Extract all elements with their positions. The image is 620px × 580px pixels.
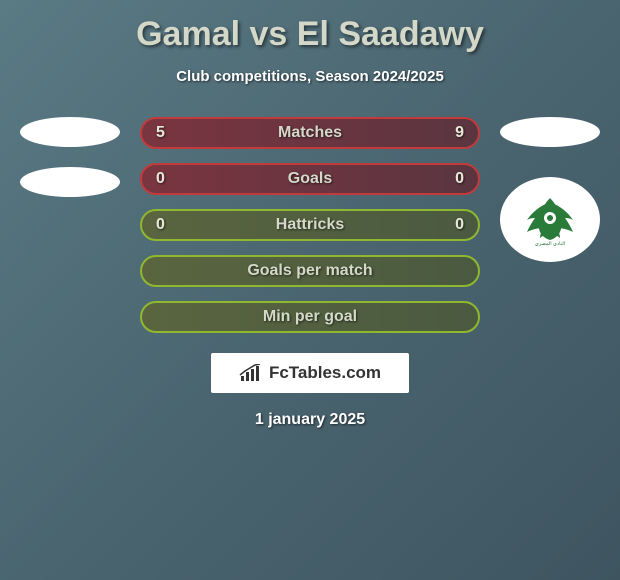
stat-bars: 5 Matches 9 0 Goals 0 0 Hattricks 0 Goal… [140, 117, 480, 333]
player-badge-left-1 [20, 117, 120, 147]
stat-row-goals: 0 Goals 0 [140, 163, 480, 195]
content-area: 5 Matches 9 0 Goals 0 0 Hattricks 0 Goal… [10, 117, 610, 333]
eagle-icon: النادي المصري [515, 190, 585, 250]
footer-site: FcTables.com [269, 363, 381, 383]
subtitle: Club competitions, Season 2024/2025 [176, 68, 444, 85]
stat-right-value: 0 [455, 170, 464, 188]
stat-label: Goals per match [247, 262, 372, 280]
chart-icon [239, 364, 261, 382]
stat-row-hattricks: 0 Hattricks 0 [140, 209, 480, 241]
player-badge-left-2 [20, 167, 120, 197]
left-badges [20, 117, 120, 197]
page-title: Gamal vs El Saadawy [136, 15, 484, 54]
stat-row-goals-per-match: Goals per match [140, 255, 480, 287]
stat-left-value: 0 [156, 170, 165, 188]
stat-label: Min per goal [263, 308, 357, 326]
right-badges: النادي المصري [500, 117, 600, 262]
stat-right-value: 9 [455, 124, 464, 142]
stat-label: Goals [288, 170, 332, 188]
date: 1 january 2025 [255, 411, 365, 429]
svg-text:النادي المصري: النادي المصري [535, 241, 565, 247]
stat-label: Matches [278, 124, 342, 142]
stat-row-matches: 5 Matches 9 [140, 117, 480, 149]
stat-row-min-per-goal: Min per goal [140, 301, 480, 333]
footer-attribution[interactable]: FcTables.com [211, 353, 409, 393]
player-badge-right-1 [500, 117, 600, 147]
stat-left-value: 5 [156, 124, 165, 142]
club-badge: النادي المصري [500, 177, 600, 262]
stat-right-value: 0 [455, 216, 464, 234]
stat-label: Hattricks [276, 216, 344, 234]
stat-left-value: 0 [156, 216, 165, 234]
